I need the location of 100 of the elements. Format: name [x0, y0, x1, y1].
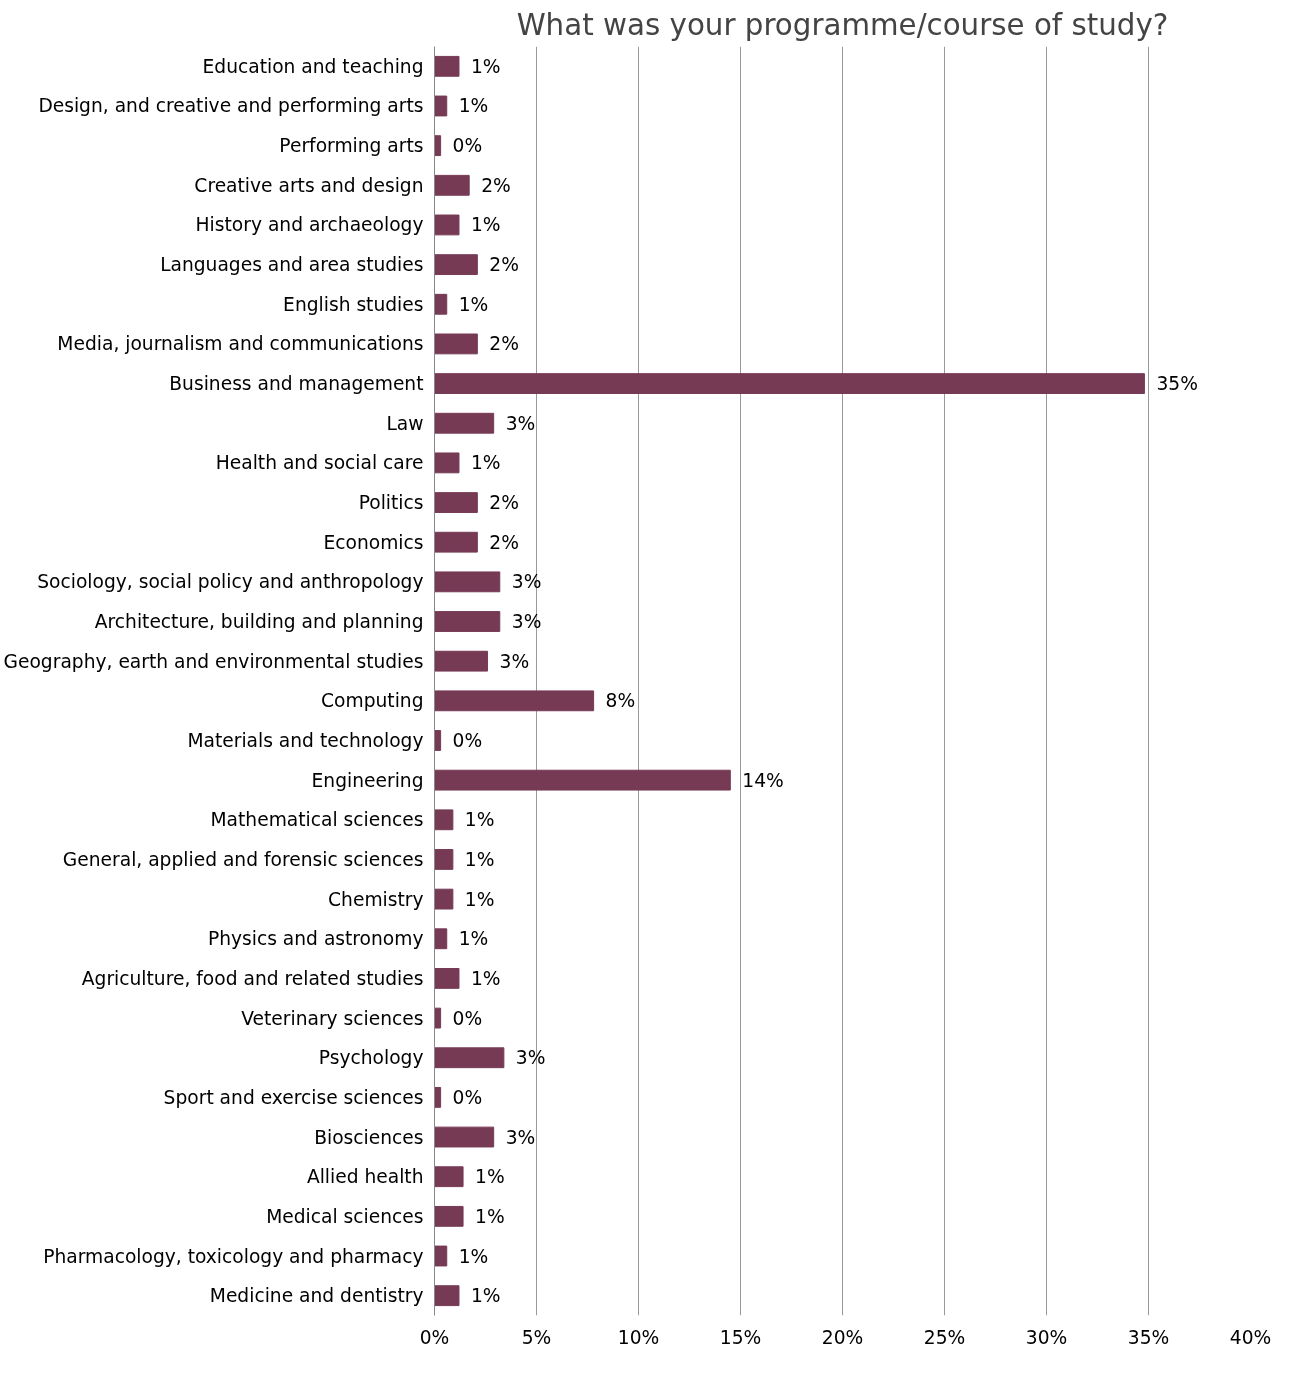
- bar: [434, 333, 478, 355]
- y-tick-label: Biosciences: [314, 1126, 424, 1148]
- bar: [434, 412, 495, 434]
- data-label: 3%: [499, 650, 530, 672]
- y-tick-label: Medical sciences: [266, 1205, 424, 1227]
- bar: [434, 809, 454, 831]
- bar: [434, 690, 595, 712]
- bar: [434, 650, 489, 672]
- data-label: 0%: [452, 135, 483, 157]
- y-tick-label: Media, journalism and communications: [57, 333, 424, 355]
- data-label: 1%: [470, 967, 501, 989]
- y-tick-label: Agriculture, food and related studies: [81, 967, 424, 989]
- data-label: 1%: [470, 452, 501, 474]
- y-tick-label: Computing: [321, 690, 424, 712]
- x-tick-label: 30%: [1025, 1326, 1068, 1348]
- y-tick-label: Materials and technology: [187, 729, 424, 751]
- bar: [434, 135, 442, 157]
- y-tick-label: Performing arts: [279, 135, 424, 157]
- data-label: 0%: [452, 729, 483, 751]
- y-tick-label: Mathematical sciences: [210, 809, 424, 831]
- data-label: 1%: [458, 1245, 489, 1267]
- y-tick-label: General, applied and forensic sciences: [62, 848, 424, 870]
- y-tick-label: Education and teaching: [202, 55, 424, 77]
- bar: [434, 214, 460, 236]
- data-label: 3%: [515, 1047, 546, 1069]
- y-tick-label: Pharmacology, toxicology and pharmacy: [43, 1245, 424, 1267]
- x-tick-label: 35%: [1127, 1326, 1170, 1348]
- data-label: 1%: [458, 293, 489, 315]
- y-tick-label: Chemistry: [328, 888, 424, 910]
- y-tick-label: Creative arts and design: [194, 174, 424, 196]
- bar: [434, 1205, 464, 1227]
- bar: [434, 531, 478, 553]
- y-tick-label: Design, and creative and performing arts: [38, 95, 424, 117]
- y-tick-label: English studies: [283, 293, 424, 315]
- data-label: 1%: [470, 55, 501, 77]
- bar: [434, 1166, 464, 1188]
- data-label: 0%: [452, 1007, 483, 1029]
- data-label: 2%: [481, 174, 511, 196]
- y-tick-label: Geography, earth and environmental studies: [3, 650, 424, 672]
- bar: [434, 611, 501, 632]
- y-tick-label: Health and social care: [215, 452, 424, 474]
- bar: [434, 1007, 442, 1029]
- y-tick-label: Economics: [323, 531, 424, 553]
- bar: [434, 849, 454, 870]
- y-tick-label: Allied health: [306, 1166, 424, 1188]
- x-tick-label: 5%: [521, 1326, 552, 1348]
- y-tick-label: Languages and area studies: [160, 254, 424, 276]
- y-tick-label: Physics and astronomy: [207, 928, 424, 950]
- bar: [434, 769, 731, 791]
- data-label: 3%: [511, 611, 542, 633]
- data-label: 8%: [605, 690, 636, 712]
- y-tick-label: History and archaeology: [195, 214, 424, 236]
- data-label: 35%: [1156, 373, 1198, 395]
- x-tick-label: 25%: [923, 1326, 966, 1348]
- bar: [434, 492, 478, 513]
- y-tick-label: Engineering: [311, 769, 424, 791]
- bar: [434, 888, 454, 910]
- y-tick-label: Psychology: [318, 1047, 424, 1069]
- y-tick-label: Law: [386, 412, 424, 434]
- data-label: 1%: [470, 214, 501, 236]
- y-tick-label: Business and management: [169, 373, 424, 395]
- x-tick-label: 15%: [719, 1326, 762, 1348]
- bar: [434, 254, 478, 276]
- data-label: 14%: [742, 769, 784, 791]
- y-tick-label: Veterinary sciences: [241, 1007, 424, 1029]
- data-label: 1%: [475, 1166, 505, 1188]
- y-tick-label: Sport and exercise sciences: [163, 1086, 424, 1108]
- data-label: 1%: [458, 95, 489, 117]
- x-tick-label: 20%: [821, 1326, 864, 1348]
- data-label: 2%: [489, 254, 519, 276]
- bar: [434, 1245, 448, 1267]
- data-label: 1%: [475, 1205, 505, 1227]
- bar: [434, 571, 501, 593]
- bar: [434, 452, 460, 474]
- bar: [434, 1047, 505, 1069]
- bar: [434, 174, 470, 196]
- data-label: 3%: [511, 571, 542, 593]
- bar: [434, 1285, 460, 1307]
- bar: [434, 293, 448, 315]
- y-tick-label: Politics: [358, 492, 424, 514]
- data-label: 1%: [464, 848, 495, 870]
- data-label: 2%: [489, 492, 519, 514]
- x-tick-label: 0%: [419, 1326, 450, 1348]
- data-label: 3%: [505, 1126, 536, 1148]
- bar: [434, 1126, 495, 1148]
- data-label: 2%: [489, 333, 519, 355]
- data-label: 3%: [505, 412, 536, 434]
- bar: [434, 95, 448, 117]
- data-label: 1%: [464, 809, 495, 831]
- data-label: 0%: [452, 1086, 483, 1108]
- bar: [434, 373, 1145, 394]
- data-label: 2%: [489, 531, 519, 553]
- data-label: 1%: [464, 888, 495, 910]
- bar: [434, 928, 448, 950]
- bar: [434, 968, 460, 989]
- x-tick-label: 10%: [617, 1326, 660, 1348]
- bar: [434, 55, 460, 77]
- x-tick-label: 40%: [1229, 1326, 1272, 1348]
- y-tick-label: Architecture, building and planning: [94, 611, 424, 633]
- data-label: 1%: [458, 928, 489, 950]
